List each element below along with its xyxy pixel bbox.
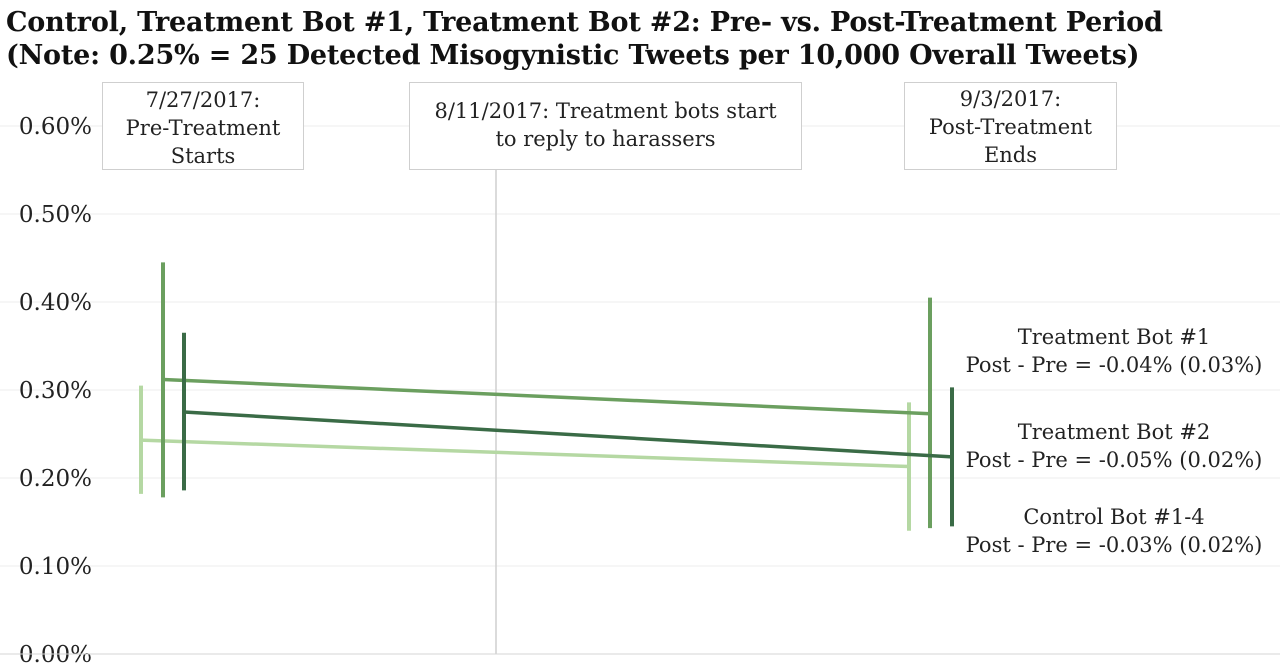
chart-title: Control, Treatment Bot #1, Treatment Bot… bbox=[6, 6, 1163, 72]
annotation-treatment-line1: 8/11/2017: Treatment bots start bbox=[434, 99, 777, 123]
chart-title-line1: Control, Treatment Bot #1, Treatment Bot… bbox=[6, 7, 1163, 38]
annotation-pre-start-line2: Pre-Treatment bbox=[125, 116, 281, 140]
series-line-control bbox=[140, 438, 910, 469]
chart-marks bbox=[0, 170, 1280, 655]
annotation-post-end-line2: Post-Treatment bbox=[928, 115, 1093, 139]
series-line-treatment2 bbox=[183, 410, 953, 459]
series-label-treatment1-diff: Post - Pre = -0.04% (0.03%) bbox=[965, 353, 1263, 377]
y-tick-label: 0.60% bbox=[19, 114, 92, 140]
annotation-post-end: 9/3/2017: Post-Treatment Ends bbox=[904, 82, 1117, 170]
series-line-treatment1 bbox=[162, 377, 931, 416]
y-tick-label: 0.20% bbox=[19, 466, 92, 492]
series-label-treatment2-name: Treatment Bot #2 bbox=[1017, 420, 1211, 444]
series-label-treatment1: Treatment Bot #1 Post - Pre = -0.04% (0.… bbox=[958, 323, 1270, 379]
series-label-treatment2-diff: Post - Pre = -0.05% (0.02%) bbox=[965, 448, 1263, 472]
annotation-pre-start-line1: 7/27/2017: bbox=[145, 88, 261, 112]
y-tick-label: 0.10% bbox=[19, 554, 92, 580]
y-tick-label: 0.30% bbox=[19, 378, 92, 404]
annotation-treatment-line2: to reply to harassers bbox=[495, 127, 716, 151]
annotation-post-end-line3: Ends bbox=[983, 143, 1038, 167]
chart-title-line2: (Note: 0.25% = 25 Detected Misogynistic … bbox=[6, 40, 1140, 71]
annotation-pre-start: 7/27/2017: Pre-Treatment Starts bbox=[102, 82, 304, 170]
series-label-treatment2: Treatment Bot #2 Post - Pre = -0.05% (0.… bbox=[958, 418, 1270, 474]
annotation-post-end-line1: 9/3/2017: bbox=[959, 87, 1062, 111]
annotation-pre-start-line3: Starts bbox=[170, 144, 236, 168]
series-label-control: Control Bot #1-4 Post - Pre = -0.03% (0.… bbox=[958, 503, 1270, 559]
y-tick-label: 0.00% bbox=[19, 642, 92, 664]
y-axis-ticks: 0.00% 0.10% 0.20% 0.30% 0.40% 0.50% 0.60% bbox=[19, 114, 92, 664]
gridlines bbox=[0, 125, 1280, 655]
y-tick-label: 0.40% bbox=[19, 290, 92, 316]
series-label-control-diff: Post - Pre = -0.03% (0.02%) bbox=[965, 533, 1263, 557]
y-tick-label: 0.50% bbox=[19, 202, 92, 228]
series-label-control-name: Control Bot #1-4 bbox=[1023, 505, 1205, 529]
series-label-treatment1-name: Treatment Bot #1 bbox=[1017, 325, 1211, 349]
annotation-treatment-start: 8/11/2017: Treatment bots start to reply… bbox=[409, 82, 802, 170]
